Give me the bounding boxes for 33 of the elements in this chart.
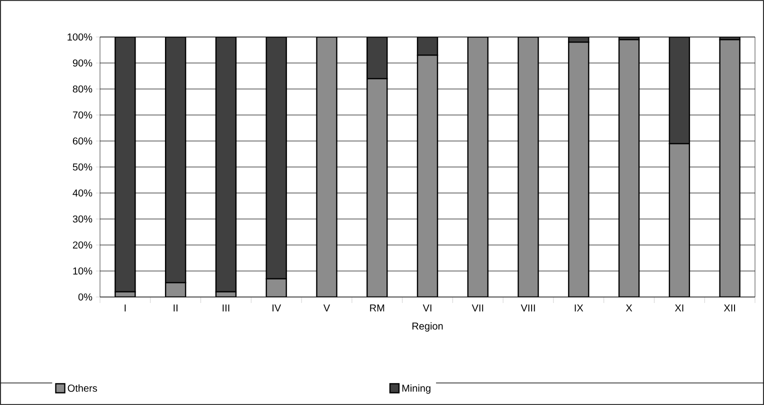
bar [366, 37, 388, 80]
y-tick-label: 40% [72, 189, 92, 197]
x-tick-label: RM [370, 304, 384, 312]
y-tick-label: 20% [72, 241, 92, 249]
y-tick-label: 70% [72, 111, 92, 119]
x-axis-title: Region [412, 322, 443, 332]
legend-label: Others [68, 384, 98, 392]
x-tick-label: XII [724, 304, 735, 312]
y-tick-label: 0% [78, 293, 92, 301]
x-tick-label: IV [272, 304, 282, 312]
y-tick-label: 50% [72, 163, 92, 171]
bar [215, 37, 237, 292]
x-tick-label: V [323, 304, 330, 312]
y-tick-label: 10% [73, 267, 92, 275]
x-tick-label: VII [472, 304, 484, 312]
bar [266, 37, 287, 280]
x-tick-label: IX [574, 304, 584, 312]
bar [668, 37, 690, 144]
x-tick-label: XI [674, 304, 684, 312]
x-tick-label: III [222, 304, 230, 312]
bar [164, 37, 186, 284]
y-tick-label: 60% [72, 137, 92, 145]
x-tick-label: X [626, 304, 632, 312]
x-tick-label: II [174, 304, 178, 312]
x-tick-label: I [124, 304, 126, 312]
y-tick-label: 90% [72, 59, 92, 67]
y-tick-label: 100% [68, 33, 92, 41]
x-tick-label: VIII [520, 304, 535, 312]
legend-label: Mining [402, 384, 430, 394]
y-tick-label: 80% [72, 85, 92, 93]
y-tick-label: 30% [72, 215, 92, 223]
x-tick-label: VI [422, 304, 432, 312]
bar [114, 37, 136, 292]
